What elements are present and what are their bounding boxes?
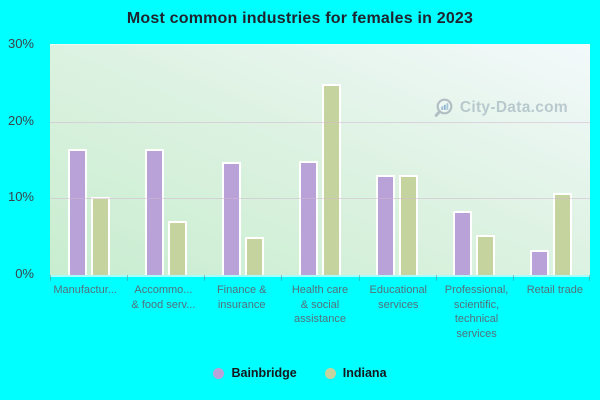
bar-group bbox=[281, 45, 358, 275]
x-axis-tick bbox=[127, 275, 129, 281]
x-axis-tick bbox=[435, 275, 437, 281]
bar-indiana bbox=[90, 196, 110, 275]
bar-bainbridge bbox=[221, 161, 241, 275]
legend-label: Bainbridge bbox=[231, 366, 297, 380]
x-category-label: Health care & social assistance bbox=[291, 284, 349, 325]
x-category-label: Retail trade bbox=[526, 284, 583, 296]
bar-group bbox=[204, 45, 281, 275]
chart-title: Most common industries for females in 20… bbox=[126, 10, 474, 27]
legend-swatch-icon bbox=[213, 367, 225, 379]
gridline bbox=[50, 121, 590, 123]
magnifier-bars-icon bbox=[434, 97, 457, 120]
bars-row bbox=[50, 45, 590, 275]
bar-group bbox=[127, 45, 204, 275]
x-axis-tick bbox=[589, 275, 590, 281]
legend-swatch-icon bbox=[324, 367, 336, 379]
x-axis-tick bbox=[50, 275, 51, 281]
bar-indiana bbox=[321, 84, 341, 275]
y-tick-label: 10% bbox=[7, 189, 34, 205]
plot-area: City-Data.com bbox=[50, 44, 590, 275]
bar-bainbridge bbox=[530, 250, 550, 275]
y-tick-label: 0% bbox=[15, 266, 34, 281]
x-axis-labels: Manufactur... Accommo... & food serv... Fin… bbox=[46, 283, 594, 341]
bar-indiana bbox=[244, 237, 264, 275]
bar-bainbridge bbox=[67, 149, 87, 275]
x-category-label: Manufactur... bbox=[53, 284, 117, 296]
bar-group bbox=[50, 45, 127, 275]
bar-indiana bbox=[167, 221, 187, 275]
x-axis-tick bbox=[281, 275, 283, 281]
x-category-label: Finance & insurance bbox=[216, 284, 267, 311]
gridline bbox=[50, 198, 590, 200]
bar-group bbox=[359, 45, 436, 275]
bar-indiana bbox=[399, 175, 419, 275]
x-category-label: Professional, scientific, technical service… bbox=[444, 284, 509, 340]
legend-item-bainbridge: Bainbridge bbox=[213, 366, 297, 380]
y-tick-label: 30% bbox=[7, 36, 34, 51]
bar-bainbridge bbox=[298, 160, 318, 275]
legend-label: Indiana bbox=[342, 366, 387, 380]
watermark-label: City-Data.com bbox=[459, 99, 568, 116]
legend-item-indiana: Indiana bbox=[324, 366, 387, 380]
bar-bainbridge bbox=[376, 174, 396, 275]
x-category-label: Accommo... & food serv... bbox=[131, 284, 196, 311]
bar-bainbridge bbox=[144, 149, 164, 275]
x-axis-tick bbox=[358, 275, 360, 281]
y-axis: 0% 10% 20% 30% bbox=[0, 36, 34, 281]
y-tick-label: 20% bbox=[7, 112, 34, 128]
bar-group bbox=[436, 45, 513, 275]
bar-indiana bbox=[476, 235, 496, 275]
x-axis-tick bbox=[512, 275, 514, 281]
bar-indiana bbox=[553, 192, 573, 275]
bar-group bbox=[513, 45, 590, 275]
x-category-label: Educational services bbox=[369, 284, 428, 311]
chart-legend: Bainbridge Indiana bbox=[0, 366, 600, 380]
x-axis-tick bbox=[204, 275, 206, 281]
watermark: City-Data.com bbox=[434, 96, 568, 120]
x-axis-ticks bbox=[50, 275, 590, 281]
bar-bainbridge bbox=[453, 211, 473, 275]
